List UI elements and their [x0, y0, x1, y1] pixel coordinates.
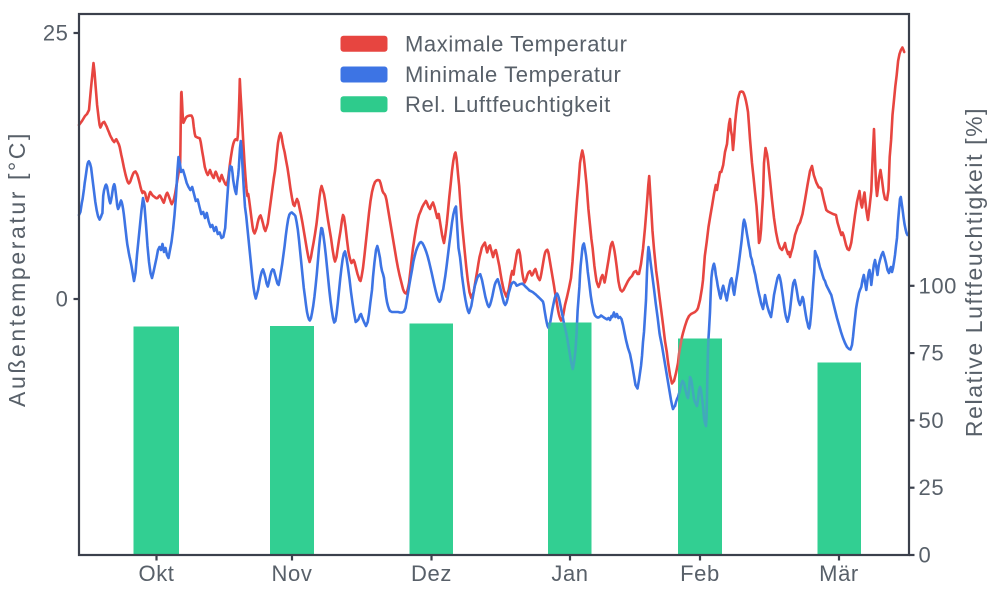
svg-text:Maximale Temperatur: Maximale Temperatur	[405, 32, 628, 57]
svg-text:Minimale Temperatur: Minimale Temperatur	[405, 62, 621, 87]
svg-text:Relative Luftfeuchtigkeit [%]: Relative Luftfeuchtigkeit [%]	[961, 107, 987, 437]
svg-text:25: 25	[43, 21, 69, 46]
svg-text:Außentemperatur [°C]: Außentemperatur [°C]	[4, 131, 30, 407]
svg-text:25: 25	[919, 475, 945, 500]
svg-text:Dez: Dez	[411, 561, 452, 586]
svg-text:0: 0	[56, 287, 69, 312]
svg-text:Mär: Mär	[819, 561, 859, 586]
svg-text:50: 50	[919, 408, 945, 433]
svg-text:Okt: Okt	[138, 561, 174, 586]
svg-text:Jan: Jan	[551, 561, 588, 586]
svg-text:Feb: Feb	[680, 561, 720, 586]
svg-text:Nov: Nov	[272, 561, 313, 586]
svg-text:Rel. Luftfeuchtigkeit: Rel. Luftfeuchtigkeit	[405, 92, 611, 117]
svg-text:75: 75	[919, 341, 945, 366]
svg-text:100: 100	[919, 273, 958, 298]
svg-text:0: 0	[919, 543, 932, 568]
